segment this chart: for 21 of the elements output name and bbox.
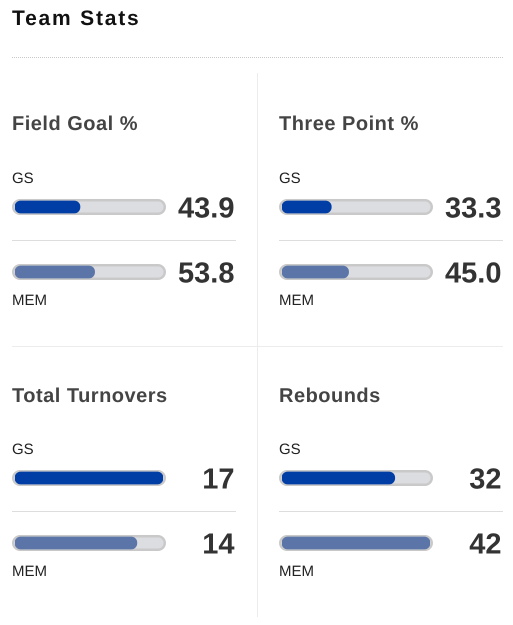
y-tick-label: MEM (279, 292, 314, 309)
y-tick-label: MEM (279, 563, 314, 580)
data-label: 45.0 (445, 257, 502, 290)
data-label: 43.9 (178, 192, 234, 224)
data-label: 14 (202, 528, 234, 560)
data-label: 32 (469, 463, 502, 496)
y-tick-label: GS (279, 441, 301, 458)
y-tick-label: GS (12, 170, 34, 187)
y-tick-label: GS (12, 441, 34, 458)
data-label: 53.8 (178, 257, 234, 290)
data-label: 17 (202, 463, 234, 496)
chart-title: Rebounds (279, 385, 381, 407)
data-label: 33.3 (445, 192, 502, 224)
chart-title: Total Turnovers (12, 385, 168, 407)
y-tick-label: MEM (12, 292, 47, 309)
chart-title: Three Point % (279, 113, 419, 135)
chart-title: Field Goal % (12, 113, 138, 135)
data-label: 42 (469, 528, 502, 560)
y-tick-label: GS (279, 170, 301, 187)
y-tick-label: MEM (12, 563, 47, 580)
text: Team Stats (12, 7, 140, 30)
